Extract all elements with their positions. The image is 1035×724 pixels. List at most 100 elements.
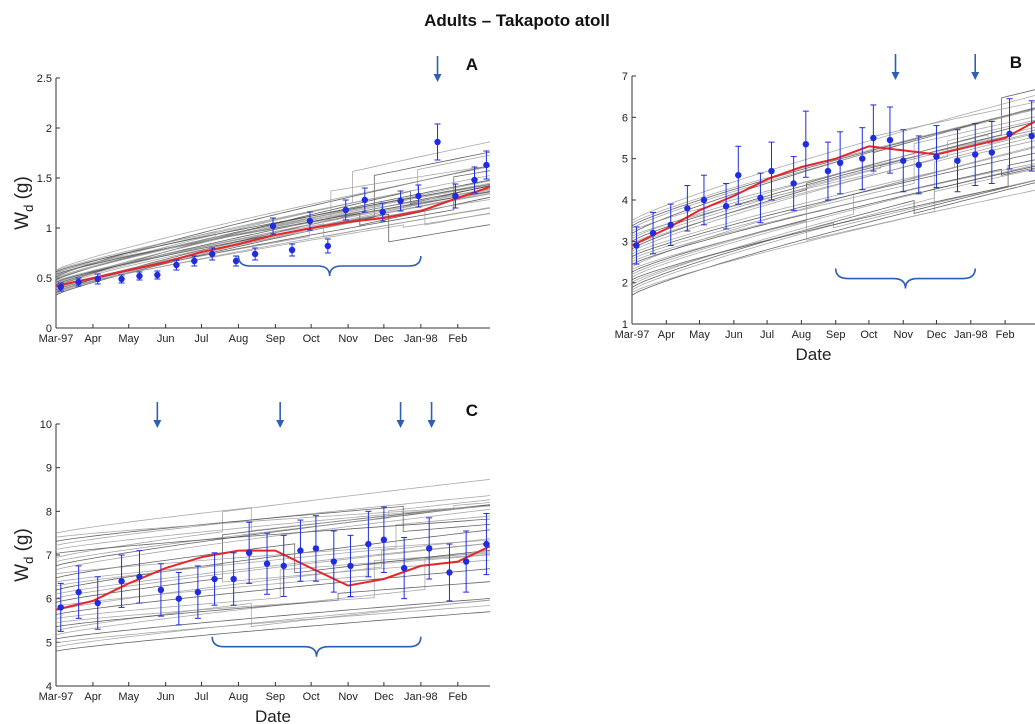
ensemble-curve [56, 600, 490, 648]
observation-point [972, 151, 979, 158]
observation-point [824, 167, 832, 175]
ensemble-curve [632, 119, 1035, 247]
observation-point [297, 547, 304, 554]
observation-point [790, 180, 797, 187]
y-tick-label: 7 [46, 550, 52, 562]
observation-point [194, 588, 202, 596]
x-tick-label: Dec [374, 333, 394, 345]
ensemble-curve [56, 166, 490, 271]
x-tick-label: Jun [157, 691, 175, 703]
curly-brace [834, 268, 977, 289]
x-tick-label: Jun [725, 329, 743, 341]
panel-label: A [466, 55, 478, 74]
ensemble-curve [56, 611, 490, 652]
observation-point [175, 595, 183, 602]
observation-point [118, 578, 125, 585]
ensemble-curve [56, 479, 490, 558]
y-tick-label: 1 [622, 319, 628, 331]
ensemble-curve [56, 598, 490, 640]
observation-point [446, 569, 453, 576]
panel-label: C [466, 401, 478, 420]
mean-curve [56, 186, 490, 287]
observation-point [211, 575, 218, 583]
ensemble-curve [56, 605, 490, 644]
observation-point [684, 205, 691, 212]
observation-point [462, 558, 470, 565]
observation-point [483, 161, 490, 169]
x-tick-label: Jan-98 [404, 691, 438, 703]
observation-point [342, 206, 349, 214]
ensemble-curve [56, 504, 490, 603]
ensemble-curve [56, 538, 490, 611]
observation-point [757, 194, 764, 202]
x-tick-label: May [118, 691, 139, 703]
y-axis-label: Wd (g) [12, 528, 36, 582]
y-tick-label: 0 [46, 323, 52, 335]
observation-point [954, 157, 961, 164]
ensemble-curve [56, 499, 490, 562]
mean-curve [56, 545, 490, 611]
observation-point [245, 549, 253, 557]
observation-point [649, 229, 657, 237]
curly-brace [237, 255, 422, 277]
y-tick-label: 6 [622, 112, 628, 124]
observation-point [667, 221, 674, 228]
curly-brace [211, 636, 422, 657]
observation-point [483, 540, 490, 548]
ensemble-curve [632, 126, 1035, 245]
x-axis-label: Date [796, 345, 832, 364]
x-tick-label: Apr [84, 333, 101, 345]
arrow-down-icon [396, 420, 405, 428]
x-tick-label: Feb [448, 333, 467, 345]
observation-point [230, 575, 237, 583]
observation-point [836, 159, 844, 166]
y-tick-label: 9 [46, 463, 52, 475]
ensemble-curve [632, 163, 1035, 263]
ensemble-curve [632, 179, 1035, 283]
plot-area [632, 89, 1035, 296]
ensemble-curve [632, 159, 1035, 281]
arrow-down-icon [971, 72, 980, 80]
observation-point [700, 196, 708, 204]
observation-point [870, 134, 877, 142]
observation-point [471, 176, 478, 184]
observation-point [154, 271, 161, 279]
ensemble-curve [632, 164, 1035, 278]
ensemble-curve [632, 108, 1035, 227]
ensemble-curve [632, 168, 1035, 293]
observation-point [802, 141, 810, 148]
arrow-down-icon [427, 420, 436, 428]
x-tick-label: Feb [448, 691, 467, 703]
panel-label: B [1010, 53, 1022, 72]
observation-point [633, 242, 640, 249]
ensemble-curve [632, 145, 1035, 268]
arrow-down-icon [276, 420, 285, 428]
observation-point [768, 167, 775, 175]
x-tick-label: Jul [194, 691, 208, 703]
observation-point [136, 573, 143, 581]
mean-curve [632, 120, 1035, 247]
ensemble-curve [56, 505, 490, 542]
observation-point [94, 275, 101, 283]
observation-point [361, 196, 369, 204]
y-axis-label: Wd (g) [12, 176, 36, 230]
x-tick-label: Mar-97 [615, 329, 650, 341]
ensemble-curve [632, 182, 1035, 288]
x-tick-label: Jan-98 [404, 333, 438, 345]
ensemble-curve [56, 515, 490, 587]
ensemble-curve [56, 165, 490, 273]
y-tick-label: 4 [46, 681, 52, 693]
ensemble-curve [632, 89, 1035, 242]
observation-point [208, 250, 216, 258]
observation-point [415, 192, 422, 200]
x-tick-label: Sep [266, 691, 286, 703]
ensemble-curve [632, 129, 1035, 275]
y-tick-label: 1 [46, 223, 52, 235]
observation-point [1028, 132, 1035, 140]
ensemble-curve [56, 542, 490, 599]
x-axis-label: Date [255, 707, 291, 724]
ensemble-curve [56, 151, 490, 296]
y-tick-label: 2 [46, 123, 52, 135]
arrow-down-icon [433, 74, 442, 82]
x-tick-label: Oct [303, 691, 320, 703]
